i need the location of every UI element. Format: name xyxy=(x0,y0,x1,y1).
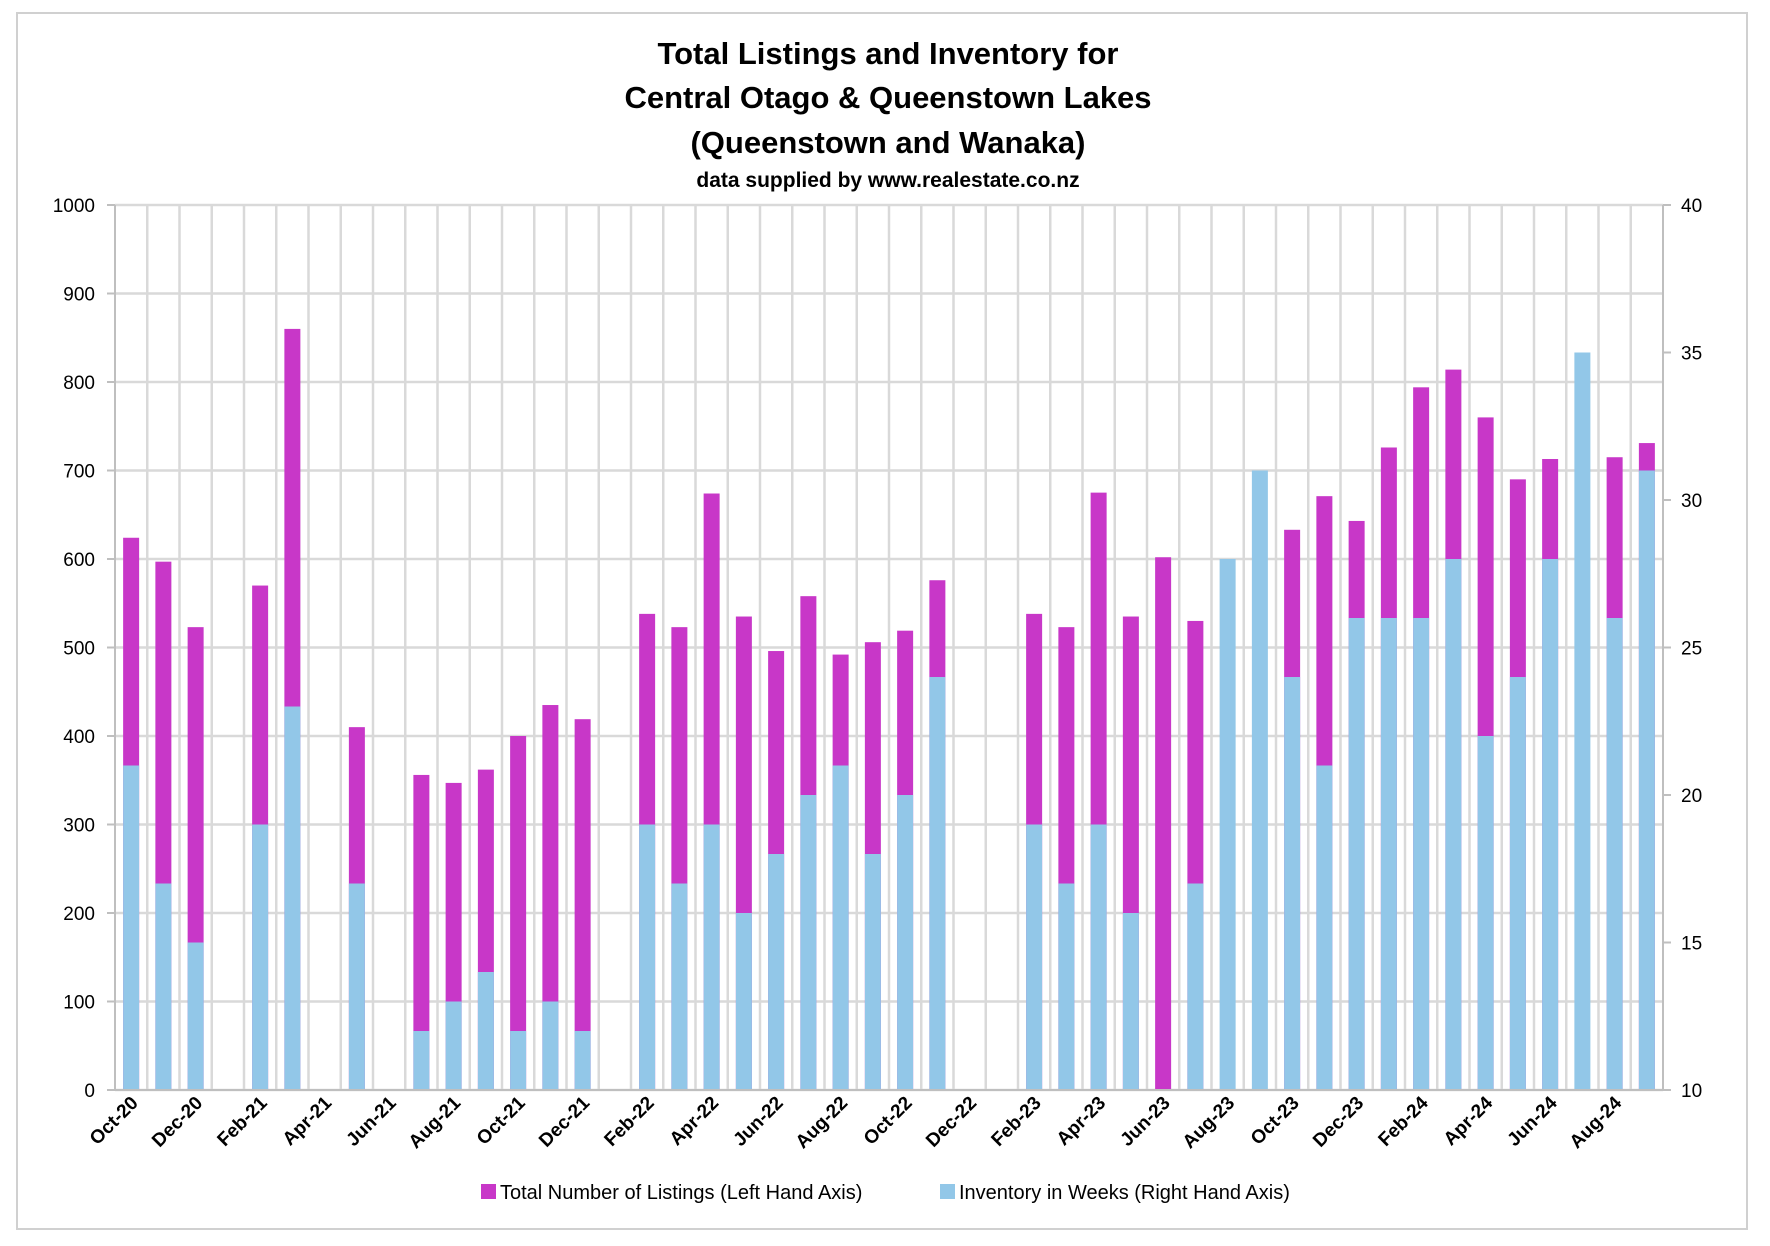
bar-inventory-weeks xyxy=(542,1001,559,1090)
bar-inventory-weeks xyxy=(1187,883,1204,1090)
legend-swatch-inventory xyxy=(940,1184,955,1199)
chart-subtitle: data supplied by www.realestate.co.nz xyxy=(696,169,1079,192)
bar-inventory-weeks xyxy=(897,795,914,1090)
x-axis-tick-label: Oct-21 xyxy=(473,1092,530,1149)
bars xyxy=(123,328,1655,1091)
bar-inventory-weeks xyxy=(1413,618,1430,1090)
chart-title-line-2: Central Otago & Queenstown Lakes xyxy=(624,80,1151,115)
bar-inventory-weeks xyxy=(800,795,817,1090)
x-axis-tick-label: Aug-21 xyxy=(405,1092,466,1153)
bar-inventory-weeks xyxy=(864,854,881,1090)
right-axis-tick-label: 15 xyxy=(1681,934,1702,955)
bar-inventory-weeks xyxy=(671,883,688,1090)
x-axis-tick-label: Oct-22 xyxy=(860,1093,917,1150)
x-axis-tick-label: Dec-20 xyxy=(148,1093,207,1152)
bar-inventory-weeks xyxy=(348,883,365,1090)
left-axis-tick-label: 100 xyxy=(63,993,95,1014)
bar-inventory-weeks xyxy=(1316,765,1333,1090)
bar-total-listings xyxy=(413,774,430,1090)
right-axis-tick-label: 40 xyxy=(1681,196,1702,217)
x-axis-tick-label: Jun-24 xyxy=(1504,1092,1562,1150)
bar-inventory-weeks xyxy=(510,1031,527,1090)
right-axis-tick-label: 35 xyxy=(1681,344,1702,365)
bar-inventory-weeks xyxy=(155,883,172,1090)
right-axis-tick-label: 20 xyxy=(1681,786,1702,807)
bar-inventory-weeks xyxy=(1380,618,1397,1090)
bar-inventory-weeks xyxy=(1219,559,1236,1090)
left-axis-tick-label: 600 xyxy=(63,550,95,571)
bar-inventory-weeks xyxy=(1509,677,1526,1090)
left-axis-tick-label: 0 xyxy=(84,1081,95,1102)
x-axis-tick-label: Apr-22 xyxy=(666,1093,723,1150)
bar-inventory-weeks xyxy=(735,913,752,1090)
left-axis-tick-label: 900 xyxy=(63,285,95,306)
bar-inventory-weeks xyxy=(1284,677,1301,1090)
legend-label-listings: Total Number of Listings (Left Hand Axis… xyxy=(500,1182,862,1204)
legend-swatch-listings xyxy=(481,1184,496,1199)
x-axis-tick-label: Oct-23 xyxy=(1247,1093,1304,1150)
legend-label-inventory: Inventory in Weeks (Right Hand Axis) xyxy=(959,1182,1290,1204)
bar-inventory-weeks xyxy=(1026,824,1043,1090)
right-axis-tick-label: 10 xyxy=(1681,1081,1702,1102)
x-axis-tick-label: Dec-21 xyxy=(535,1092,594,1151)
bar-total-listings xyxy=(574,719,591,1090)
bar-inventory-weeks xyxy=(123,765,140,1090)
left-axis-tick-label: 400 xyxy=(63,727,95,748)
bar-inventory-weeks xyxy=(703,824,720,1090)
bar-inventory-weeks xyxy=(1251,470,1268,1090)
x-axis-tick-label: Dec-22 xyxy=(922,1093,981,1152)
bar-inventory-weeks xyxy=(477,972,494,1090)
bar-inventory-weeks xyxy=(639,824,656,1090)
bar-inventory-weeks xyxy=(1606,618,1623,1090)
chart-title-line-3: (Queenstown and Wanaka) xyxy=(690,125,1085,160)
bar-total-listings xyxy=(510,736,527,1090)
bar-inventory-weeks xyxy=(1445,559,1462,1090)
bar-inventory-weeks xyxy=(929,677,946,1090)
left-axis-tick-label: 1000 xyxy=(53,196,95,217)
x-axis-tick-label: Feb-23 xyxy=(988,1093,1046,1151)
x-axis-tick-label: Jun-21 xyxy=(343,1092,401,1150)
chart-title-line-1: Total Listings and Inventory for xyxy=(657,36,1118,71)
left-axis-tick-label: 700 xyxy=(63,462,95,483)
bar-total-listings xyxy=(1155,557,1172,1090)
x-axis-tick-label: Aug-22 xyxy=(792,1093,852,1153)
bar-inventory-weeks xyxy=(1348,618,1365,1090)
x-axis-tick-label: Feb-22 xyxy=(601,1093,659,1151)
x-axis-tick-label: Aug-23 xyxy=(1179,1093,1239,1153)
bar-inventory-weeks xyxy=(1122,913,1139,1090)
bar-inventory-weeks xyxy=(1542,559,1559,1090)
bar-inventory-weeks xyxy=(187,942,204,1090)
bar-inventory-weeks xyxy=(832,765,849,1090)
bar-inventory-weeks xyxy=(445,1001,462,1090)
bar-inventory-weeks xyxy=(413,1031,430,1090)
x-axis-tick-label: Apr-23 xyxy=(1053,1093,1110,1150)
x-axis-tick-label: Feb-21 xyxy=(214,1092,272,1150)
left-axis-tick-label: 300 xyxy=(63,816,95,837)
x-axis-tick-label: Feb-24 xyxy=(1375,1092,1433,1150)
bar-inventory-weeks xyxy=(252,824,269,1090)
x-axis-tick-label: Jun-22 xyxy=(730,1093,788,1151)
right-axis-tick-label: 25 xyxy=(1681,639,1702,660)
bar-inventory-weeks xyxy=(1090,824,1107,1090)
right-axis-tick-label: 30 xyxy=(1681,491,1702,512)
x-axis-tick-label: Dec-23 xyxy=(1309,1093,1368,1152)
bar-inventory-weeks xyxy=(1058,883,1075,1090)
bar-inventory-weeks xyxy=(768,854,785,1090)
bar-inventory-weeks xyxy=(1574,352,1591,1090)
gridlines xyxy=(115,203,1663,1092)
bar-inventory-weeks xyxy=(1477,736,1494,1090)
x-axis-tick-label: Jun-23 xyxy=(1117,1093,1175,1151)
legend: Total Number of Listings (Left Hand Axis… xyxy=(481,1182,1290,1204)
x-axis-tick-label: Aug-24 xyxy=(1566,1092,1627,1153)
bar-inventory-weeks xyxy=(284,706,301,1090)
x-axis-tick-label: Apr-24 xyxy=(1440,1092,1498,1150)
bar-total-listings xyxy=(542,705,559,1090)
bar-inventory-weeks xyxy=(574,1031,591,1090)
left-axis-tick-label: 500 xyxy=(63,639,95,660)
left-axis-tick-label: 200 xyxy=(63,904,95,925)
x-axis-tick-label: Apr-21 xyxy=(279,1092,337,1150)
left-axis-tick-label: 800 xyxy=(63,373,95,394)
bar-inventory-weeks xyxy=(1638,470,1655,1090)
